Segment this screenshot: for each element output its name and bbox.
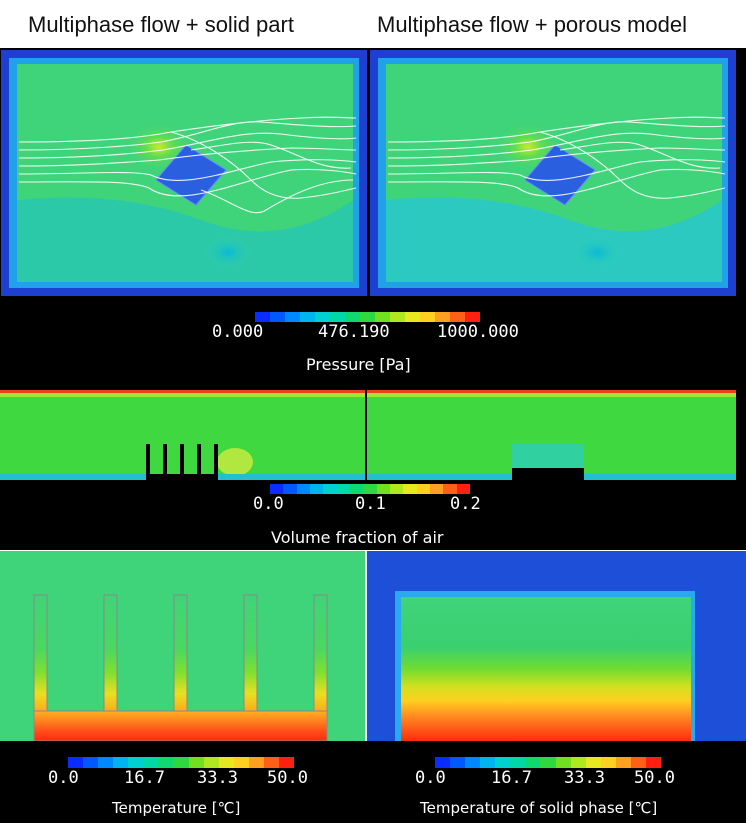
colorbar-swatch [480,757,496,768]
temperature-field-right [367,551,746,741]
colorbar-swatch [456,484,470,494]
colorbar-swatch [435,757,451,768]
pressure-field-left [1,50,367,296]
colorbar-swatch [443,484,457,494]
colorbar-swatch [255,312,270,322]
air-tick-mid: 0.1 [355,494,386,514]
colorbar-swatch [540,757,556,768]
colorbar-swatch [336,484,350,494]
colorbar-swatch [630,757,646,768]
air-colorbar [270,484,470,494]
colorbar-swatch [363,484,377,494]
colorbar-swatch [98,757,114,768]
colorbar-swatch [315,312,330,322]
pressure-tick-mid: 476.190 [318,322,390,342]
colorbar-swatch [330,312,345,322]
colorbar-swatch [403,484,417,494]
air-label: Volume fraction of air [271,528,444,547]
colorbar-swatch [420,312,435,322]
colorbar-swatch [389,484,404,494]
temp-right-tick-3: 50.0 [634,768,675,788]
streamlines-right [387,116,726,199]
temp-right-tick-2: 33.3 [564,768,605,788]
colorbar-swatch [525,757,541,768]
colorbar-swatch [263,757,279,768]
heat-sink-fins-left [155,144,227,206]
colorbar-swatch [143,757,159,768]
fin-geometry-left [146,444,218,480]
temp-left-tick-3: 50.0 [267,768,308,788]
temp-right-tick-0: 0.0 [415,768,446,788]
temp-left-tick-1: 16.7 [124,768,165,788]
colorbar-swatch [600,757,616,768]
colorbar-swatch [128,757,144,768]
colorbar-swatch [450,312,465,322]
colorbar-swatch [405,312,420,322]
colorbar-swatch [278,757,294,768]
streamlines-left [18,116,357,214]
porous-geometry-right [512,468,584,480]
colorbar-swatch [390,312,405,322]
air-tick-min: 0.0 [253,494,284,514]
colorbar-swatch [429,484,444,494]
colorbar-swatch [349,484,364,494]
colorbar-swatch [285,312,300,322]
colorbar-swatch [83,757,99,768]
colorbar-swatch [233,757,249,768]
left-panel-title: Multiphase flow + solid part [28,12,294,37]
colorbar-swatch [296,484,310,494]
colorbar-swatch [345,312,360,322]
colorbar-swatch [203,757,219,768]
colorbar-swatch [555,757,571,768]
pressure-tick-min: 0.000 [212,322,264,342]
colorbar-swatch [450,757,466,768]
colorbar-swatch [416,484,430,494]
temp-colorbar-right [435,757,661,768]
colorbar-swatch [218,757,234,768]
colorbar-swatch [113,757,129,768]
colorbar-swatch [323,484,337,494]
temp-left-tick-0: 0.0 [48,768,79,788]
colorbar-swatch [615,757,631,768]
colorbar-swatch [173,757,189,768]
colorbar-swatch [309,484,324,494]
pressure-label: Pressure [Pa] [306,355,411,374]
colorbar-swatch [465,757,481,768]
colorbar-swatch [300,312,315,322]
air-fraction-field-left [0,390,365,480]
colorbar-swatch [283,484,297,494]
temp-colorbar-left [68,757,294,768]
colorbar-swatch [158,757,174,768]
colorbar-swatch [645,757,661,768]
colorbar-swatch [495,757,511,768]
pressure-field-right [370,50,736,296]
colorbar-swatch [270,484,284,494]
right-panel-title: Multiphase flow + porous model [377,12,687,37]
air-fraction-field-right [367,390,736,480]
colorbar-swatch [570,757,586,768]
colorbar-swatch [270,312,285,322]
temperature-legend-background [0,741,746,823]
colorbar-swatch [375,312,390,322]
colorbar-swatch [510,757,526,768]
pressure-tick-max: 1000.000 [437,322,519,342]
colorbar-swatch [585,757,601,768]
temperature-field-left [0,551,365,741]
temp-left-tick-2: 33.3 [197,768,238,788]
colorbar-swatch [376,484,390,494]
colorbar-swatch [188,757,204,768]
colorbar-swatch [360,312,375,322]
pressure-colorbar [255,312,480,322]
colorbar-swatch [435,312,450,322]
temp-right-label: Temperature of solid phase [℃] [420,799,658,817]
porous-block-right [524,144,596,206]
temp-left-label: Temperature [℃] [112,799,241,817]
colorbar-swatch [248,757,264,768]
temp-right-tick-1: 16.7 [491,768,532,788]
colorbar-swatch [465,312,480,322]
colorbar-swatch [68,757,84,768]
air-tick-max: 0.2 [450,494,481,514]
